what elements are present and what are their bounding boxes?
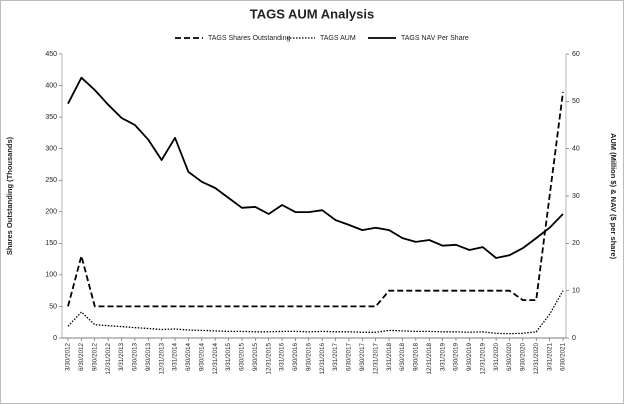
y-tick-label: 350 — [45, 114, 57, 121]
x-tick-label: 6/30/2013 — [132, 343, 139, 372]
y-tick-label: 50 — [49, 303, 57, 310]
x-tick-label: 6/30/2019 — [453, 343, 460, 372]
x-tick-label: 12/31/2016 — [319, 343, 326, 375]
x-tick-label: 12/31/2018 — [426, 343, 433, 375]
x-tick-label: 3/31/2013 — [118, 343, 125, 372]
chart-title: TAGS AUM Analysis — [250, 6, 374, 21]
x-tick-label: 6/30/2021 — [560, 343, 567, 372]
x-tick-label: 12/31/2019 — [479, 343, 486, 375]
x-tick-label: 9/30/2020 — [520, 343, 527, 372]
y2-tick-label: 20 — [572, 240, 580, 247]
x-tick-label: 9/30/2017 — [359, 343, 366, 372]
y-tick-label: 250 — [45, 177, 57, 184]
x-tick-label: 9/30/2014 — [198, 343, 205, 372]
x-tick-label: 9/30/2016 — [305, 343, 312, 372]
x-tick-label: 9/30/2013 — [145, 343, 152, 372]
x-tick-label: 3/31/2019 — [439, 343, 446, 372]
x-tick-label: 3/31/2014 — [172, 343, 179, 372]
series-line — [67, 76, 564, 259]
y-tick-label: 200 — [45, 209, 57, 216]
y2-tick-label: 40 — [572, 146, 580, 153]
y-tick-label: 300 — [45, 146, 57, 153]
x-tick-label: 6/30/2018 — [399, 343, 406, 372]
x-tick-label: 12/31/2013 — [158, 343, 165, 375]
legend-label: TAGS AUM — [320, 35, 356, 42]
y-tick-label: 400 — [45, 82, 57, 89]
x-tick-label: 3/30/2012 — [65, 343, 72, 372]
x-tick-label: 6/30/2017 — [346, 343, 353, 372]
series-line — [67, 91, 564, 308]
x-tick-label: 12/31/2015 — [265, 343, 272, 375]
x-tick-label: 3/31/2016 — [279, 343, 286, 372]
x-tick-label: 9/30/2012 — [91, 343, 98, 372]
x-tick-label: 3/31/2017 — [332, 343, 339, 372]
x-tick-label: 6/30/2014 — [185, 343, 192, 372]
x-tick-label: 3/31/2021 — [546, 343, 553, 372]
legend-label: TAGS NAV Per Share — [401, 35, 469, 42]
y2-tick-label: 50 — [572, 98, 580, 105]
y-tick-label: 100 — [45, 272, 57, 279]
y2-tick-label: 10 — [572, 288, 580, 295]
y-tick-label: 450 — [45, 51, 57, 58]
legend-label: TAGS Shares Outstanding — [208, 35, 290, 42]
y2-tick-label: 60 — [572, 51, 580, 58]
x-tick-label: 6/30/2015 — [239, 343, 246, 372]
x-tick-label: 12/31/2014 — [212, 343, 219, 375]
x-tick-label: 3/31/2015 — [225, 343, 232, 372]
y-tick-label: 150 — [45, 240, 57, 247]
x-tick-label: 12/31/2012 — [105, 343, 112, 375]
y2-tick-label: 0 — [572, 335, 576, 342]
series-line — [67, 290, 564, 335]
y2-tick-label: 30 — [572, 193, 580, 200]
x-tick-label: 9/30/2018 — [413, 343, 420, 372]
x-tick-label: 6/30/2012 — [78, 343, 85, 372]
x-tick-label: 12/31/2020 — [533, 343, 540, 375]
x-tick-label: 12/31/2017 — [372, 343, 379, 375]
x-tick-label: 9/30/2015 — [252, 343, 259, 372]
x-tick-label: 6/30/2016 — [292, 343, 299, 372]
y2-axis-title: AUM (Million $) & NAV ($ per share) — [609, 133, 618, 260]
x-tick-label: 3/31/2020 — [493, 343, 500, 372]
x-tick-label: 9/30/2019 — [466, 343, 473, 372]
x-tick-label: 3/31/2018 — [386, 343, 393, 372]
y-tick-label: 0 — [53, 335, 57, 342]
x-tick-label: 6/30/2020 — [506, 343, 513, 372]
y-axis-title: Shares Outstanding (Thousands) — [5, 136, 14, 255]
